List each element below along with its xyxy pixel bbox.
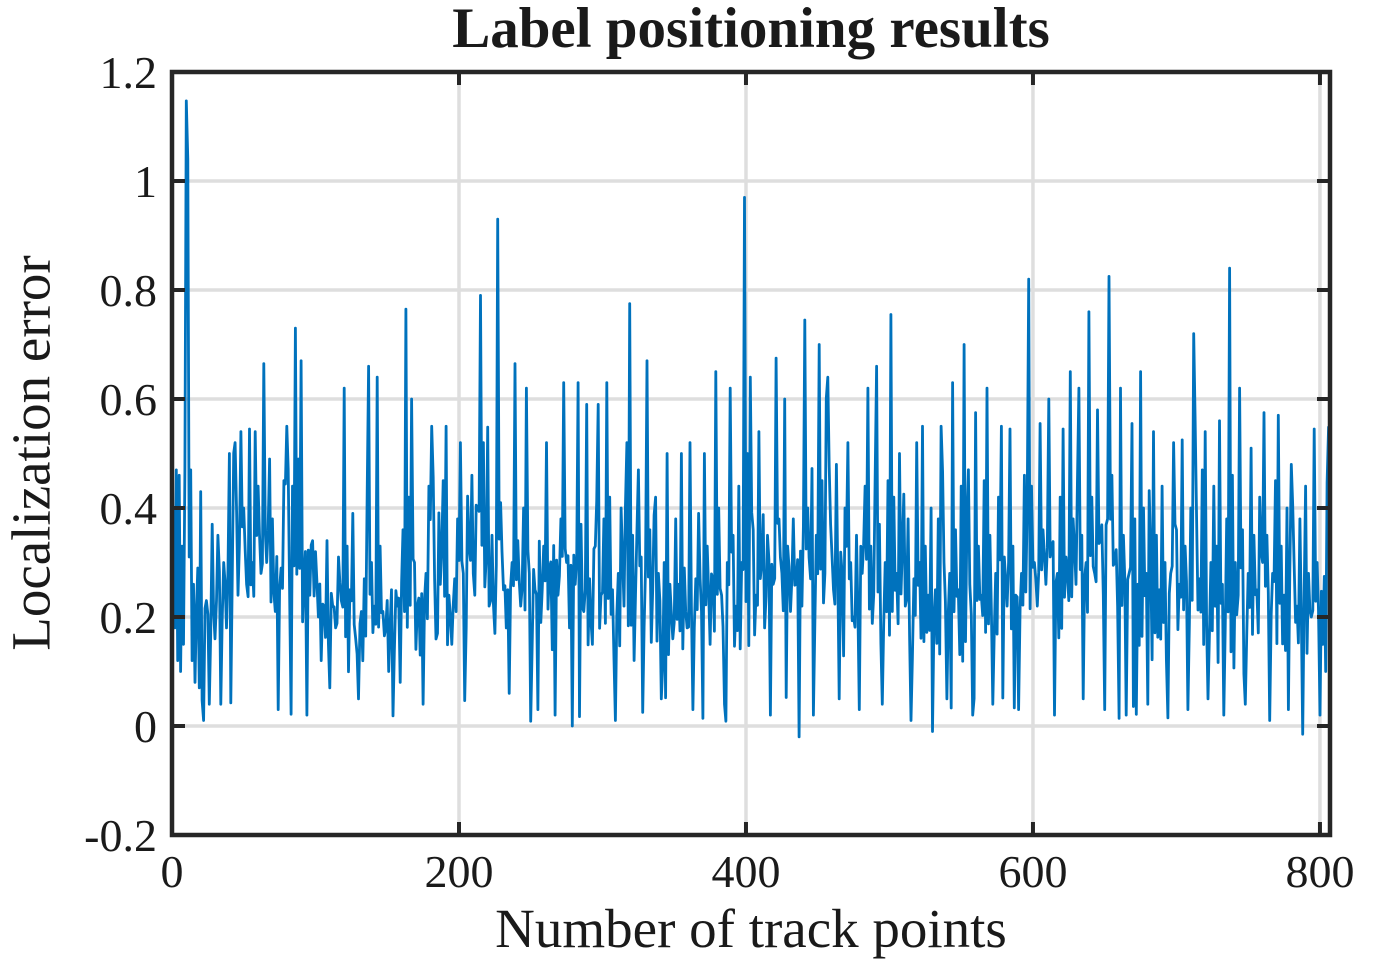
series-line: [172, 99, 1330, 739]
x-tick-label: 400: [711, 846, 780, 897]
y-tick-label: 0.2: [100, 592, 158, 643]
y-tick-label: 1.2: [100, 47, 158, 98]
x-tick-label: 0: [161, 846, 184, 897]
chart-title: Label positioning results: [452, 0, 1050, 60]
tick-layer: [170, 70, 1330, 837]
x-axis-label: Number of track points: [495, 898, 1007, 959]
x-tick-label: 800: [1285, 846, 1354, 897]
y-tick-label: 0.8: [100, 265, 158, 316]
tick-label-layer: 0 200 400 600 800-0.200.20.40.60.811.2: [84, 47, 1354, 897]
y-tick-label: 0.4: [100, 483, 158, 534]
plot-border-box: [169, 69, 1333, 838]
x-tick-label: 200: [424, 846, 493, 897]
y-tick-label: 1: [134, 156, 157, 207]
y-tick-label: 0: [134, 701, 157, 752]
y-tick-label: -0.2: [84, 810, 157, 861]
x-tick-label: 600: [998, 846, 1067, 897]
y-tick-label: 0.6: [100, 374, 158, 425]
y-axis-label: Localization error: [0, 255, 62, 651]
